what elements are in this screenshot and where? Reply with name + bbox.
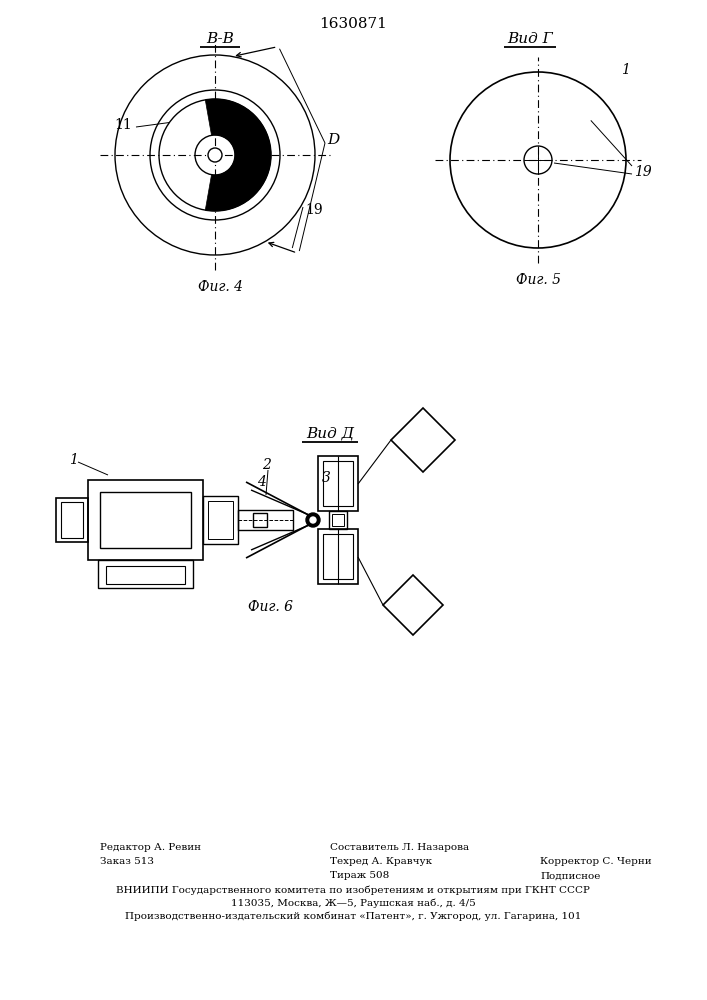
Text: 11: 11 — [115, 118, 132, 132]
Wedge shape — [205, 99, 271, 211]
Bar — [106, 566, 185, 584]
Bar — [208, 501, 233, 539]
Bar — [318, 456, 358, 511]
Bar — [329, 511, 347, 529]
Text: 113035, Москва, Ж—5, Раушская наб., д. 4/5: 113035, Москва, Ж—5, Раушская наб., д. 4… — [230, 898, 475, 908]
Text: 1: 1 — [69, 453, 78, 467]
Text: Фиг. 5: Фиг. 5 — [515, 273, 561, 287]
Bar — [253, 513, 267, 527]
Text: Техред А. Кравчук: Техред А. Кравчук — [330, 857, 432, 866]
Text: ВНИИПИ Государственного комитета по изобретениям и открытиям при ГКНТ СССР: ВНИИПИ Государственного комитета по изоб… — [116, 885, 590, 895]
Text: 2: 2 — [262, 458, 271, 472]
Text: Вид Г: Вид Г — [507, 32, 553, 46]
Bar — [98, 560, 193, 588]
Text: 3: 3 — [322, 471, 330, 485]
Circle shape — [306, 513, 320, 527]
Text: Подписное: Подписное — [540, 871, 600, 880]
Text: 1630871: 1630871 — [319, 17, 387, 31]
Text: 19: 19 — [305, 203, 322, 217]
Bar — [318, 529, 358, 584]
Bar — [323, 534, 353, 579]
Text: Вид Д: Вид Д — [306, 427, 354, 441]
Text: Редактор А. Ревин: Редактор А. Ревин — [100, 844, 201, 852]
Bar — [332, 514, 344, 526]
Bar — [61, 502, 83, 538]
Circle shape — [208, 148, 222, 162]
Text: B-B: B-B — [206, 32, 234, 46]
Text: D: D — [327, 133, 339, 147]
Text: Составитель Л. Назарова: Составитель Л. Назарова — [330, 844, 469, 852]
Bar — [323, 461, 353, 506]
Bar — [238, 510, 293, 530]
Text: Фиг. 6: Фиг. 6 — [247, 600, 293, 614]
Text: Фиг. 4: Фиг. 4 — [197, 280, 243, 294]
Text: 19: 19 — [634, 165, 652, 179]
Bar — [203, 496, 238, 544]
Bar — [56, 498, 88, 542]
Circle shape — [310, 517, 316, 523]
Text: 1: 1 — [621, 63, 630, 77]
Text: Тираж 508: Тираж 508 — [330, 871, 390, 880]
Text: 4: 4 — [257, 475, 265, 489]
Bar — [100, 492, 191, 548]
Bar — [88, 480, 203, 560]
Text: Корректор С. Черни: Корректор С. Черни — [540, 857, 652, 866]
Text: Заказ 513: Заказ 513 — [100, 857, 154, 866]
Text: Производственно-издательский комбинат «Патент», г. Ужгород, ул. Гагарина, 101: Производственно-издательский комбинат «П… — [125, 911, 581, 921]
